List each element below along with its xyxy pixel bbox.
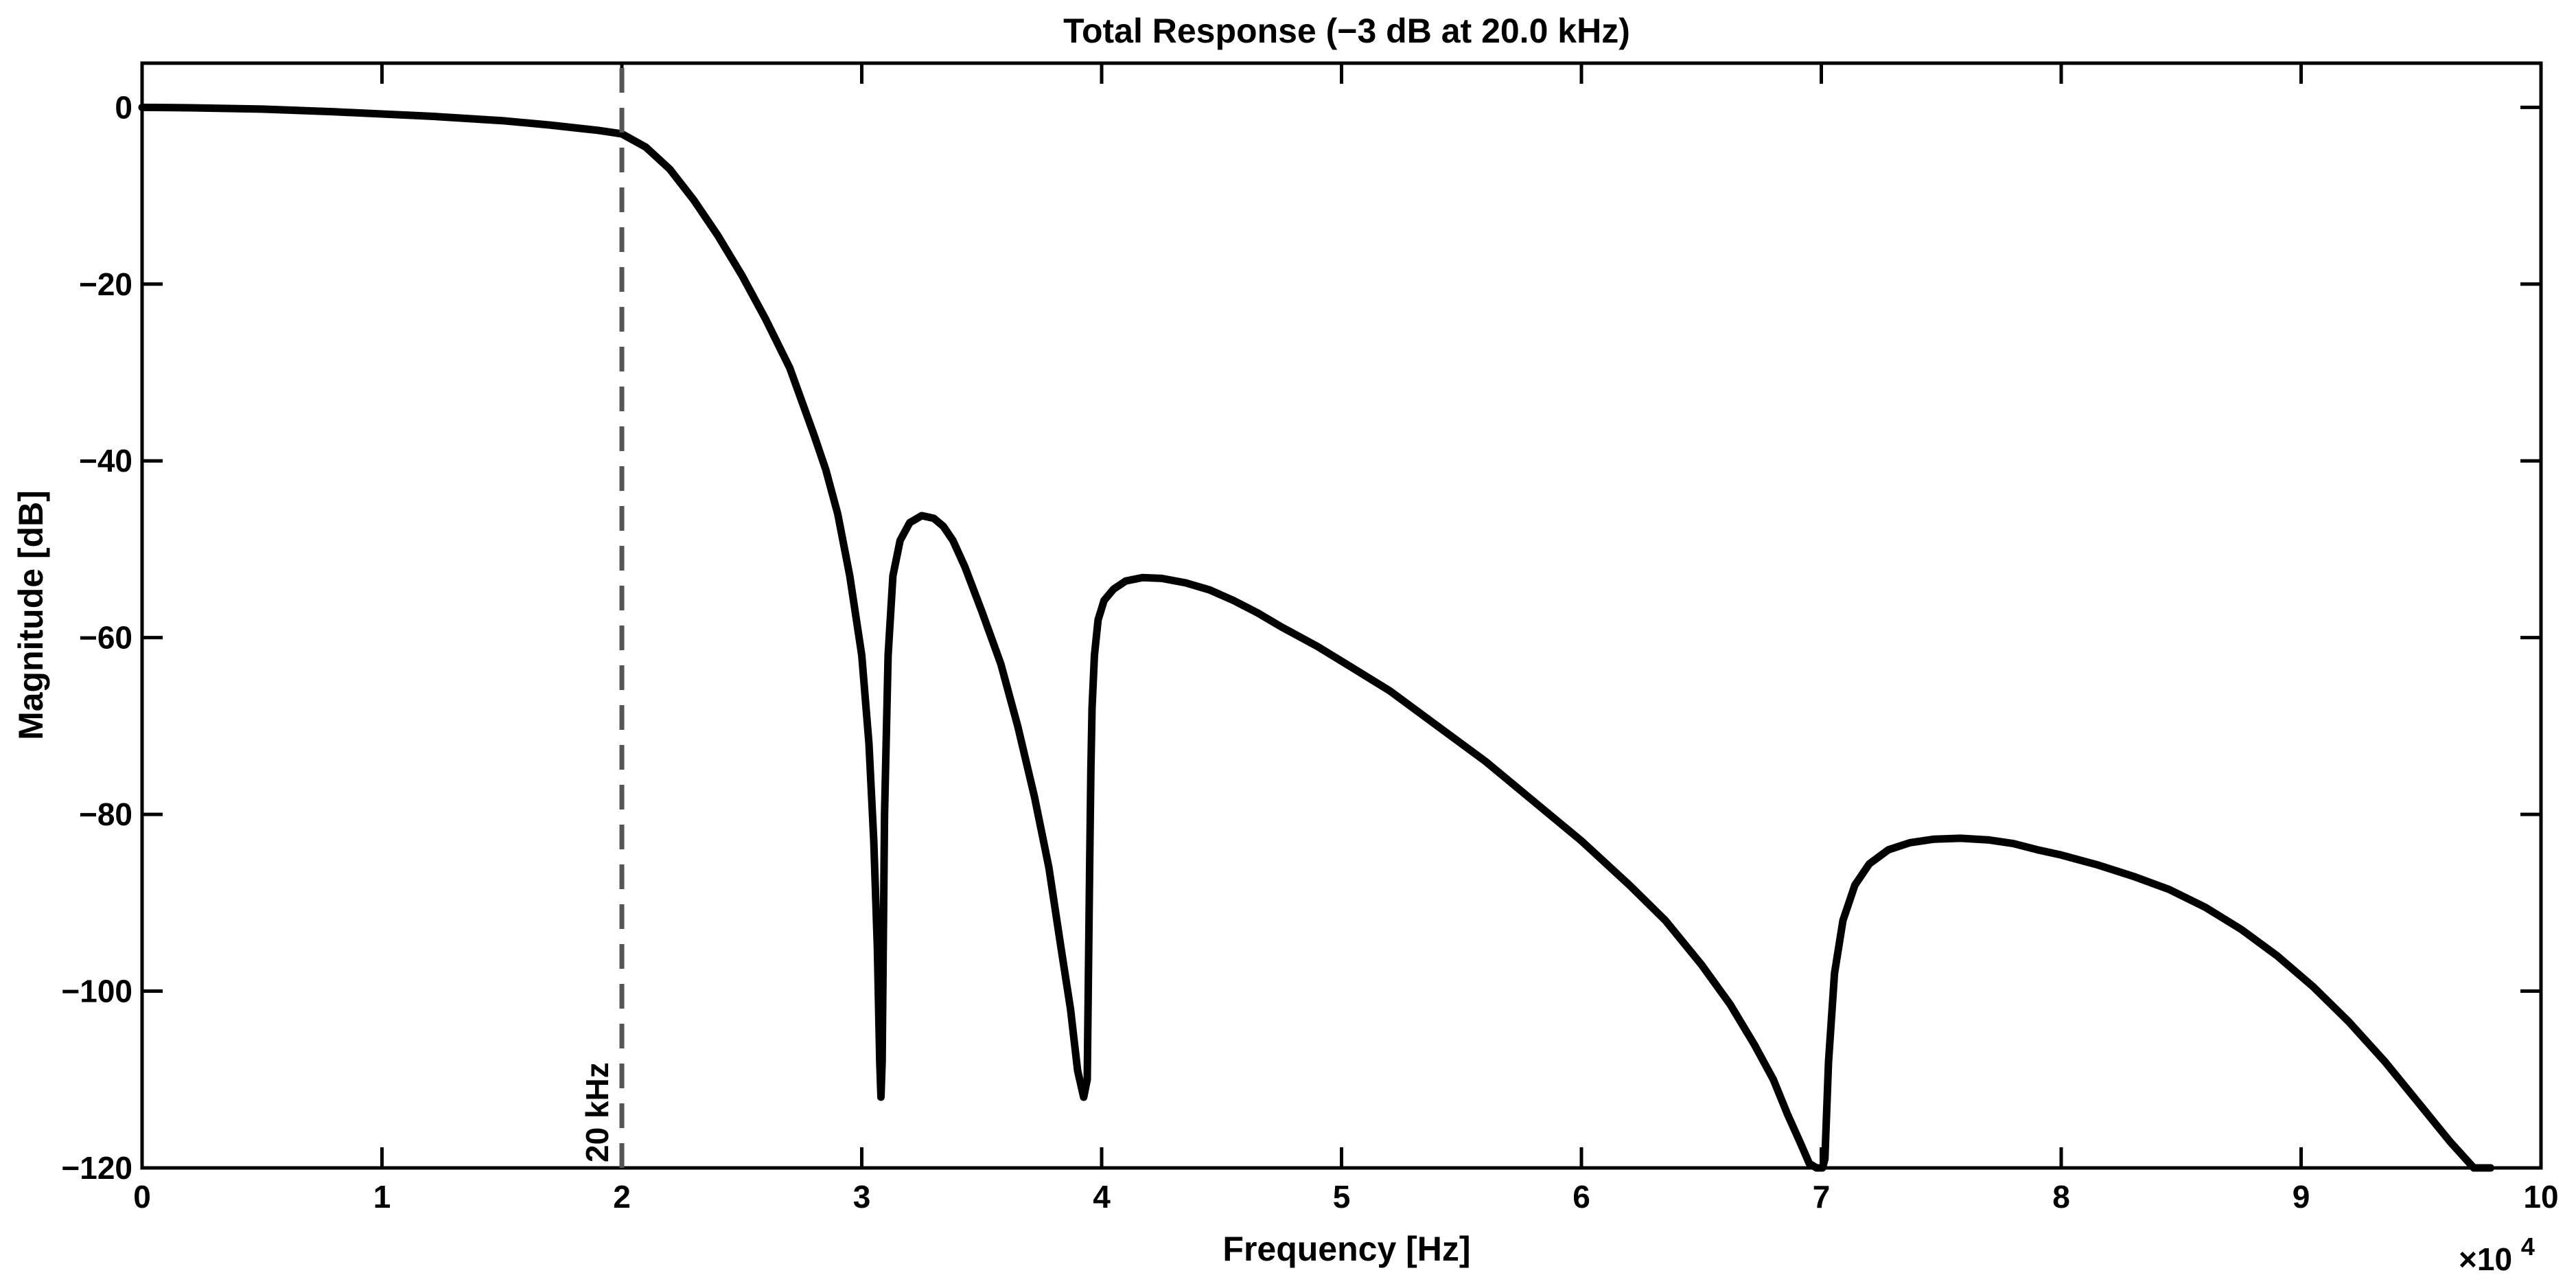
y-tick-label: −40 xyxy=(79,443,132,479)
response-series-line xyxy=(138,103,2495,1172)
y-tick-label: 0 xyxy=(115,89,132,125)
y-tick-label: −100 xyxy=(61,974,132,1009)
x-tick-label: 4 xyxy=(1093,1179,1111,1215)
x-tick-label: 0 xyxy=(133,1179,151,1215)
chart-title: Total Response (−3 dB at 20.0 kHz) xyxy=(1063,12,1630,50)
y-axis-label: Magnitude [dB] xyxy=(12,490,50,740)
x-tick-label: 8 xyxy=(2052,1179,2070,1215)
x-ticks: 0 1 2 3 4 5 6 7 8 9 10 xyxy=(133,63,2559,1215)
x-axis-exponent-power: 4 xyxy=(2521,1232,2535,1261)
y-tick-label: −20 xyxy=(79,266,132,302)
y-tick-label: −80 xyxy=(79,796,132,832)
x-tick-label: 1 xyxy=(373,1179,391,1215)
x-tick-label: 6 xyxy=(1573,1179,1590,1215)
x-axis-label: Frequency [Hz] xyxy=(1222,1230,1470,1268)
y-ticks: 0 −20 −40 −60 −80 −100 −120 xyxy=(61,89,2541,1186)
series-group xyxy=(138,63,2495,1172)
annotations: 20 kHz xyxy=(579,1062,615,1162)
x-tick-label: 2 xyxy=(613,1179,631,1215)
x-tick-label: 5 xyxy=(1333,1179,1351,1215)
x-axis-exponent-mantissa: ×10 xyxy=(2459,1241,2512,1277)
x-tick-label: 3 xyxy=(853,1179,871,1215)
x-tick-label: 9 xyxy=(2293,1179,2310,1215)
y-tick-label: −60 xyxy=(79,620,132,656)
svg-text:×10 4: ×10 4 xyxy=(2459,1232,2535,1277)
x-tick-label: 10 xyxy=(2523,1179,2558,1215)
y-tick-label: −120 xyxy=(61,1150,132,1186)
plot-area: 0 1 2 3 4 5 6 7 8 9 10 0 −20 −40 −60 −80 −100 −120 20 kH… xyxy=(61,61,2559,1215)
x-axis-exponent: ×10 4 xyxy=(2459,1232,2535,1277)
x-tick-label: 7 xyxy=(1813,1179,1831,1215)
cutoff-annotation-label: 20 kHz xyxy=(579,1062,615,1162)
